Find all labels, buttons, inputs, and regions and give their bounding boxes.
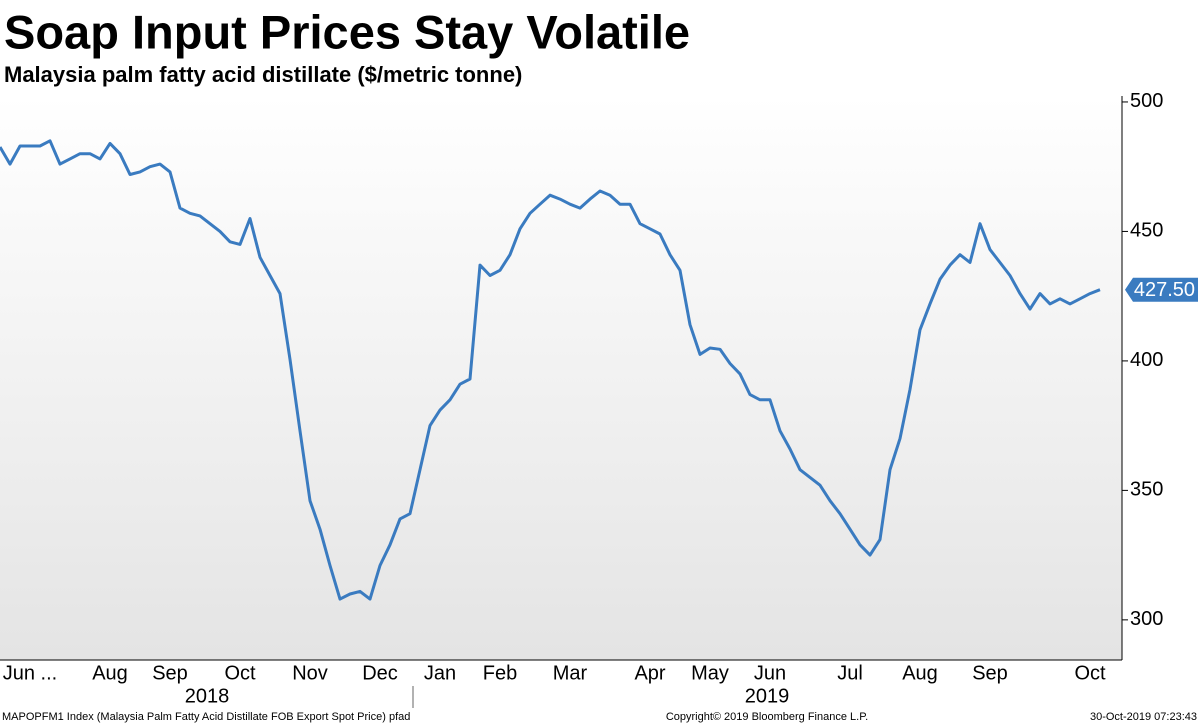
x-tick-label: Feb	[483, 662, 517, 684]
y-tick-label: 350	[1130, 479, 1163, 501]
x-tick-label: Oct	[224, 662, 256, 684]
plot-background	[0, 96, 1122, 660]
y-tick-label: 300	[1130, 608, 1163, 630]
y-tick-label: 500	[1130, 90, 1163, 112]
footer-source: MAPOPFM1 Index (Malaysia Palm Fatty Acid…	[2, 711, 410, 723]
x-tick-label: May	[691, 662, 729, 684]
y-tick-label: 400	[1130, 349, 1163, 371]
x-tick-label: Aug	[902, 662, 938, 684]
price-line	[0, 139, 1101, 601]
year-label: 2018	[185, 685, 230, 707]
year-label: 2019	[745, 685, 790, 707]
x-tick-label: Dec	[362, 662, 398, 684]
x-tick-label: Nov	[292, 662, 328, 684]
chart-title: Soap Input Prices Stay Volatile	[4, 5, 690, 58]
x-tick-label: Jun	[754, 662, 786, 684]
x-tick-label: Apr	[634, 662, 665, 684]
last-value-label: 427.50	[1134, 279, 1195, 301]
x-tick-label: Aug	[92, 662, 128, 684]
chart-subtitle: Malaysia palm fatty acid distillate ($/m…	[4, 62, 522, 87]
x-tick-label: Sep	[972, 662, 1008, 684]
footer-copyright: Copyright© 2019 Bloomberg Finance L.P.	[666, 711, 868, 723]
footer-timestamp: 30-Oct-2019 07:23:43	[1090, 711, 1197, 723]
x-tick-label: Mar	[553, 662, 588, 684]
x-tick-label: Jul	[837, 662, 863, 684]
x-tick-label: Oct	[1074, 662, 1106, 684]
last-value-tag	[1125, 277, 1198, 302]
x-tick-label: Sep	[152, 662, 188, 684]
x-tick-label: Jan	[424, 662, 456, 684]
y-tick-label: 450	[1130, 220, 1163, 242]
x-tick-label: Jun ...	[3, 662, 57, 684]
